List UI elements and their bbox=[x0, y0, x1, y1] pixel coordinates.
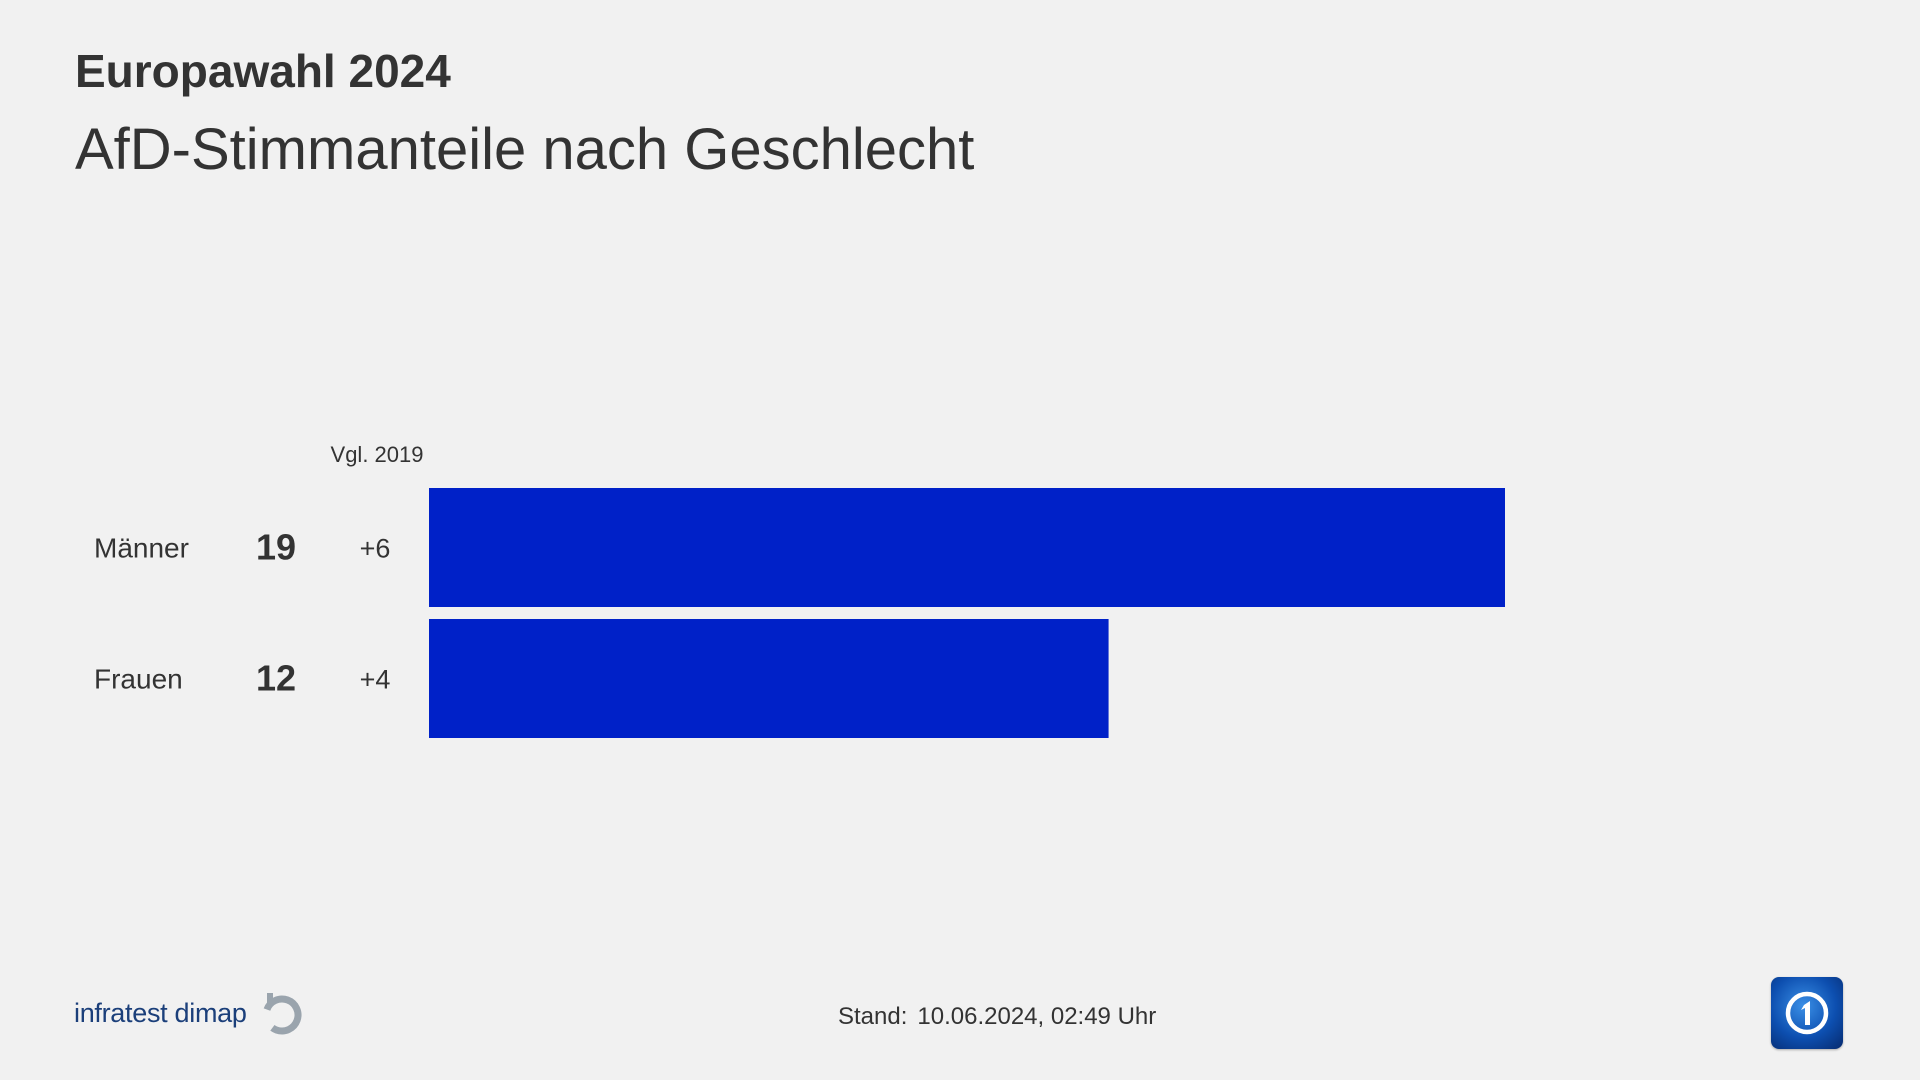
category-label: Männer bbox=[94, 533, 189, 564]
stand-value: 10.06.2024, 02:49 Uhr bbox=[917, 1003, 1157, 1030]
chart-title: AfD-Stimmanteile nach Geschlecht bbox=[75, 117, 975, 182]
chart-kicker: Europawahl 2024 bbox=[75, 45, 451, 97]
bar bbox=[429, 619, 1109, 738]
bar bbox=[429, 488, 1505, 607]
change-label: +6 bbox=[360, 534, 391, 564]
infratest-dimap-logo: infratest dimap bbox=[74, 990, 305, 1036]
infratest-dimap-logo-icon bbox=[262, 993, 302, 1035]
stand-timestamp: Stand: 10.06.2024, 02:49 Uhr bbox=[838, 1003, 1156, 1031]
value-label: 12 bbox=[256, 658, 296, 699]
stand-label: Stand: bbox=[838, 1003, 908, 1030]
comparison-header: Vgl. 2019 bbox=[331, 442, 424, 467]
change-label: +4 bbox=[360, 665, 391, 695]
value-label: 19 bbox=[256, 527, 296, 568]
ard-das-erste-logo-icon bbox=[1771, 977, 1843, 1049]
brand-name: infratest dimap bbox=[74, 997, 247, 1028]
category-label: Frauen bbox=[94, 664, 183, 695]
